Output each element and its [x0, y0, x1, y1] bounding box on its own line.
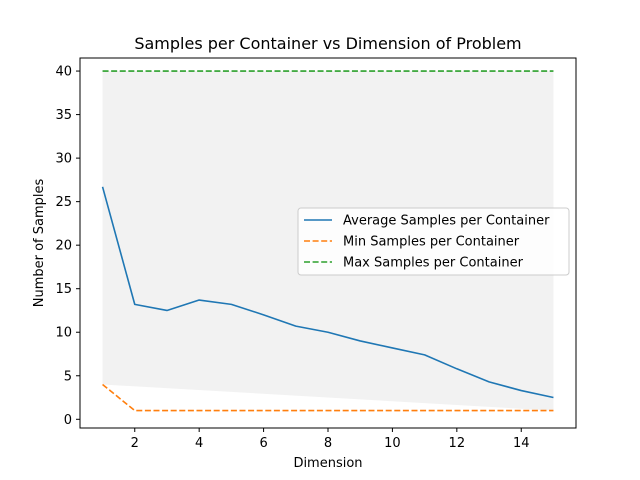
y-tick-label: 15 — [55, 282, 72, 297]
x-axis-label: Dimension — [293, 456, 362, 471]
y-tick-label: 35 — [55, 108, 72, 123]
legend: Average Samples per Container Min Samples… — [297, 207, 570, 276]
y-tick-label: 10 — [55, 326, 72, 341]
legend-label: Max Samples per Container — [343, 256, 524, 271]
y-tick-label: 0 — [64, 413, 72, 428]
y-axis-label: Number of Samples — [32, 179, 47, 308]
x-axis: 2 4 6 8 10 12 14 — [131, 428, 530, 451]
x-tick-label: 10 — [384, 436, 401, 451]
y-axis: 0 5 10 15 20 25 30 35 40 — [55, 65, 80, 428]
x-tick-label: 4 — [195, 436, 203, 451]
x-tick-label: 12 — [449, 436, 466, 451]
chart-title: Samples per Container vs Dimension of Pr… — [134, 34, 521, 53]
y-tick-label: 5 — [64, 369, 72, 384]
y-tick-label: 30 — [55, 152, 72, 167]
y-tick-label: 20 — [55, 239, 72, 254]
y-tick-label: 40 — [55, 65, 72, 80]
x-tick-label: 8 — [324, 436, 332, 451]
legend-box — [297, 207, 570, 276]
x-tick-label: 6 — [259, 436, 267, 451]
x-tick-label: 14 — [513, 436, 530, 451]
x-tick-label: 2 — [131, 436, 139, 451]
series-line-1 — [101, 186, 554, 399]
series-line-2 — [102, 383, 554, 412]
y-tick-label: 25 — [55, 195, 72, 210]
legend-label: Average Samples per Container — [343, 214, 550, 229]
legend-label: Min Samples per Container — [343, 235, 520, 250]
